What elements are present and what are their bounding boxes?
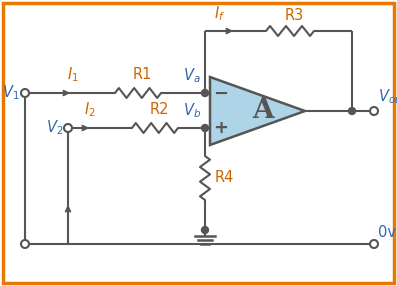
- Text: +: +: [214, 119, 229, 137]
- Circle shape: [64, 124, 72, 132]
- Text: $I_1$: $I_1$: [67, 65, 79, 84]
- Text: R4: R4: [215, 170, 234, 186]
- Text: 0v: 0v: [378, 225, 396, 240]
- Text: R1: R1: [132, 67, 152, 82]
- Polygon shape: [210, 77, 305, 145]
- Text: $V_{out}$: $V_{out}$: [378, 87, 397, 106]
- Circle shape: [349, 108, 355, 114]
- Text: $V_a$: $V_a$: [183, 66, 201, 85]
- Text: A: A: [252, 98, 274, 124]
- Circle shape: [370, 240, 378, 248]
- FancyBboxPatch shape: [3, 3, 394, 283]
- Text: $I_2$: $I_2$: [84, 100, 96, 119]
- Text: −: −: [214, 85, 229, 103]
- Text: R3: R3: [284, 8, 304, 23]
- Circle shape: [370, 107, 378, 115]
- Circle shape: [202, 90, 208, 96]
- Text: $V_1$: $V_1$: [2, 84, 20, 102]
- Circle shape: [21, 240, 29, 248]
- Circle shape: [202, 124, 208, 132]
- Text: $I_f$: $I_f$: [214, 4, 225, 23]
- Circle shape: [21, 89, 29, 97]
- Circle shape: [202, 227, 208, 233]
- Text: $V_2$: $V_2$: [46, 119, 63, 137]
- Text: $V_b$: $V_b$: [183, 101, 201, 120]
- Text: R2: R2: [149, 102, 169, 117]
